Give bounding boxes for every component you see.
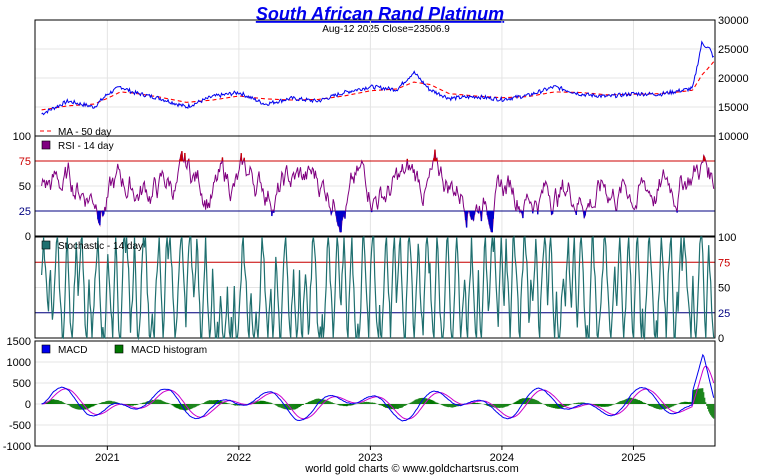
y-tick-label: 75 — [718, 257, 730, 269]
y-tick-label: 20000 — [718, 73, 749, 85]
x-tick-label: 2023 — [358, 452, 382, 464]
macd-signal-line — [41, 365, 715, 420]
legend-macd-hist-swatch — [114, 344, 124, 354]
legend-macd: MACD — [58, 345, 87, 356]
panel-frame — [34, 135, 716, 237]
y-tick-label: 25 — [718, 308, 730, 320]
footer-credit: world gold charts © www.goldchartsrus.co… — [304, 463, 519, 475]
legend-rsi-swatch — [41, 140, 51, 150]
y-tick-label: -500 — [9, 420, 31, 432]
y-tick-label: 0 — [718, 333, 724, 345]
panel-frame — [34, 236, 716, 339]
price-line — [41, 40, 715, 116]
chart-title: South African Rand Platinum — [256, 4, 504, 24]
y-tick-label: 100 — [13, 131, 31, 143]
y-tick-label: 25 — [19, 206, 31, 218]
x-tick-label: 2025 — [621, 452, 645, 464]
y-tick-label: -1000 — [3, 441, 31, 453]
legend-macd-hist: MACD histogram — [131, 345, 207, 356]
y-tick-label: 0 — [25, 399, 31, 411]
y-tick-label: 30000 — [718, 15, 749, 27]
y-tick-label: 50 — [19, 181, 31, 193]
stochastic-line — [41, 234, 715, 341]
legend-ma: MA - 50 day — [58, 127, 111, 138]
y-tick-label: 0 — [25, 231, 31, 243]
y-tick-label: 75 — [19, 156, 31, 168]
x-tick-label: 2021 — [95, 452, 119, 464]
legend-rsi: RSI - 14 day — [58, 141, 114, 152]
macd-line — [41, 353, 715, 422]
y-tick-label: 1500 — [7, 336, 31, 348]
y-tick-label: 500 — [13, 378, 31, 390]
y-tick-label: 10000 — [718, 131, 749, 143]
y-tick-label: 25000 — [718, 44, 749, 56]
panel-frame — [34, 340, 716, 447]
x-tick-label: 2024 — [490, 452, 514, 464]
legend-macd-swatch — [41, 344, 51, 354]
y-tick-label: 1000 — [7, 357, 31, 369]
ma-line — [41, 61, 715, 111]
rsi-line — [41, 149, 715, 233]
legend-stoch: Stochastic - 14 day — [58, 241, 143, 252]
y-tick-label: 50 — [718, 283, 730, 295]
chart-subtitle: Aug-12 2025 Close=23506.9 — [322, 24, 450, 35]
y-tick-label: 15000 — [718, 102, 749, 114]
x-tick-label: 2022 — [227, 452, 251, 464]
y-tick-label: 100 — [718, 232, 736, 244]
legend-stoch-swatch — [41, 240, 51, 250]
